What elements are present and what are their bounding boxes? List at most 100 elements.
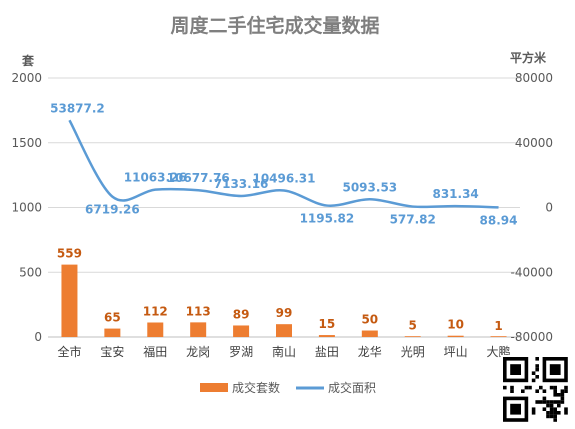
- right-axis-unit: 平方米: [510, 50, 547, 65]
- bars-layer: [61, 264, 507, 337]
- legend-bar-swatch: [200, 383, 228, 392]
- qr-module: [549, 407, 554, 411]
- qr-module: [560, 400, 565, 404]
- category-label: 龙岗: [186, 345, 210, 359]
- qr-module: [553, 418, 557, 422]
- line-data-label: 831.34: [432, 187, 478, 201]
- right-tick-label: 40000: [515, 136, 553, 150]
- category-label: 盐田: [315, 345, 339, 359]
- line-data-label: 5093.53: [342, 180, 397, 194]
- qr-module: [560, 389, 565, 393]
- qr-module: [564, 389, 568, 393]
- left-tick-label: 0: [34, 330, 42, 344]
- qr-module: [564, 385, 568, 390]
- category-label: 全市: [57, 344, 81, 359]
- line-layer: [68, 119, 499, 209]
- bar-data-label: 1: [494, 319, 502, 333]
- qr-code-image: [501, 355, 570, 424]
- category-label: 罗湖: [229, 344, 253, 359]
- category-label: 坪山: [444, 345, 468, 359]
- bar: [276, 324, 292, 337]
- qr-module: [564, 411, 568, 415]
- qr-module: [549, 411, 554, 415]
- right-tick-label: -80000: [510, 330, 553, 344]
- qr-module: [557, 393, 561, 397]
- left-tick-label: 1000: [11, 201, 42, 215]
- left-tick-label: 500: [19, 265, 42, 279]
- bar: [318, 335, 335, 337]
- bar: [233, 325, 250, 337]
- category-label: 南山: [272, 344, 296, 359]
- qr-finder-core: [510, 403, 521, 415]
- qr-module: [535, 400, 539, 404]
- qr-module: [549, 414, 554, 419]
- qr-module: [521, 389, 525, 393]
- qr-module: [531, 411, 536, 415]
- qr-module: [564, 407, 568, 411]
- qr-module: [546, 411, 550, 415]
- qr-module: [510, 385, 514, 390]
- right-tick-label: 80000: [515, 71, 553, 85]
- qr-module: [542, 407, 547, 411]
- legend-bar-label: 成交套数: [232, 380, 280, 395]
- right-axis-ticks: -80000 -40000 0 40000 80000: [510, 71, 553, 344]
- category-label: 福田: [143, 344, 167, 359]
- line-data-label: 7133.16: [214, 177, 269, 191]
- bar-data-label: 65: [104, 311, 121, 325]
- bar: [490, 336, 507, 337]
- qr-module: [524, 385, 529, 390]
- bar-data-label: 112: [143, 304, 168, 318]
- line-data-label: 6719.26: [85, 203, 140, 217]
- category-label: 光明: [401, 345, 425, 359]
- line-labels: 53877.2 6719.26 11063.2610677.767133.16104…: [50, 101, 517, 227]
- qr-module: [549, 385, 554, 390]
- qr-module: [535, 357, 539, 361]
- qr-module: [553, 400, 557, 404]
- qr-module: [542, 396, 547, 401]
- category-labels: 全市 宝安 福田 龙岗 罗湖 南山 盐田 龙华 光明 坪山 大鹏: [57, 344, 510, 359]
- qr-module: [553, 393, 557, 397]
- line-data-label: 11063.26: [124, 171, 187, 185]
- bar-data-label: 15: [319, 317, 336, 331]
- left-tick-label: 1500: [11, 136, 42, 150]
- qr-module: [553, 411, 557, 415]
- qr-module: [553, 389, 557, 393]
- qr-module: [549, 403, 554, 408]
- qr-module: [546, 400, 550, 404]
- line-data-label: 10496.31: [252, 172, 315, 186]
- legend-line-label: 成交面积: [328, 380, 376, 395]
- qr-module: [535, 375, 539, 379]
- bar: [361, 330, 378, 337]
- qr-module: [560, 393, 565, 397]
- qr-module: [553, 407, 557, 411]
- qr-module: [546, 414, 550, 419]
- left-tick-label: 2000: [11, 71, 42, 85]
- category-label: 龙华: [358, 345, 382, 359]
- bar-data-label: 559: [57, 247, 82, 261]
- qr-module: [535, 367, 539, 372]
- bar: [404, 336, 421, 337]
- qr-module: [539, 400, 543, 404]
- bar-data-label: 5: [409, 318, 417, 332]
- qr-module: [510, 389, 514, 393]
- left-axis-ticks: 0 500 1000 1500 2000: [11, 71, 42, 344]
- right-tick-label: 0: [545, 201, 553, 215]
- bar-data-label: 10: [447, 318, 464, 332]
- qr-module: [553, 414, 557, 419]
- qr-module: [535, 364, 539, 368]
- line-data-label: 88.94: [480, 213, 518, 227]
- qr-module: [549, 400, 554, 404]
- grid-layer: [48, 77, 520, 338]
- chart-title: 周度二手住宅成交量数据: [170, 14, 379, 37]
- qr-module: [557, 400, 561, 404]
- qr-module: [528, 385, 532, 390]
- qr-module: [560, 396, 565, 401]
- line-data-label: 10677.76: [167, 171, 230, 185]
- left-axis-unit: 套: [21, 53, 35, 68]
- qr-module: [542, 400, 547, 404]
- qr-module: [553, 385, 557, 390]
- bar: [447, 335, 464, 337]
- bar: [61, 264, 78, 337]
